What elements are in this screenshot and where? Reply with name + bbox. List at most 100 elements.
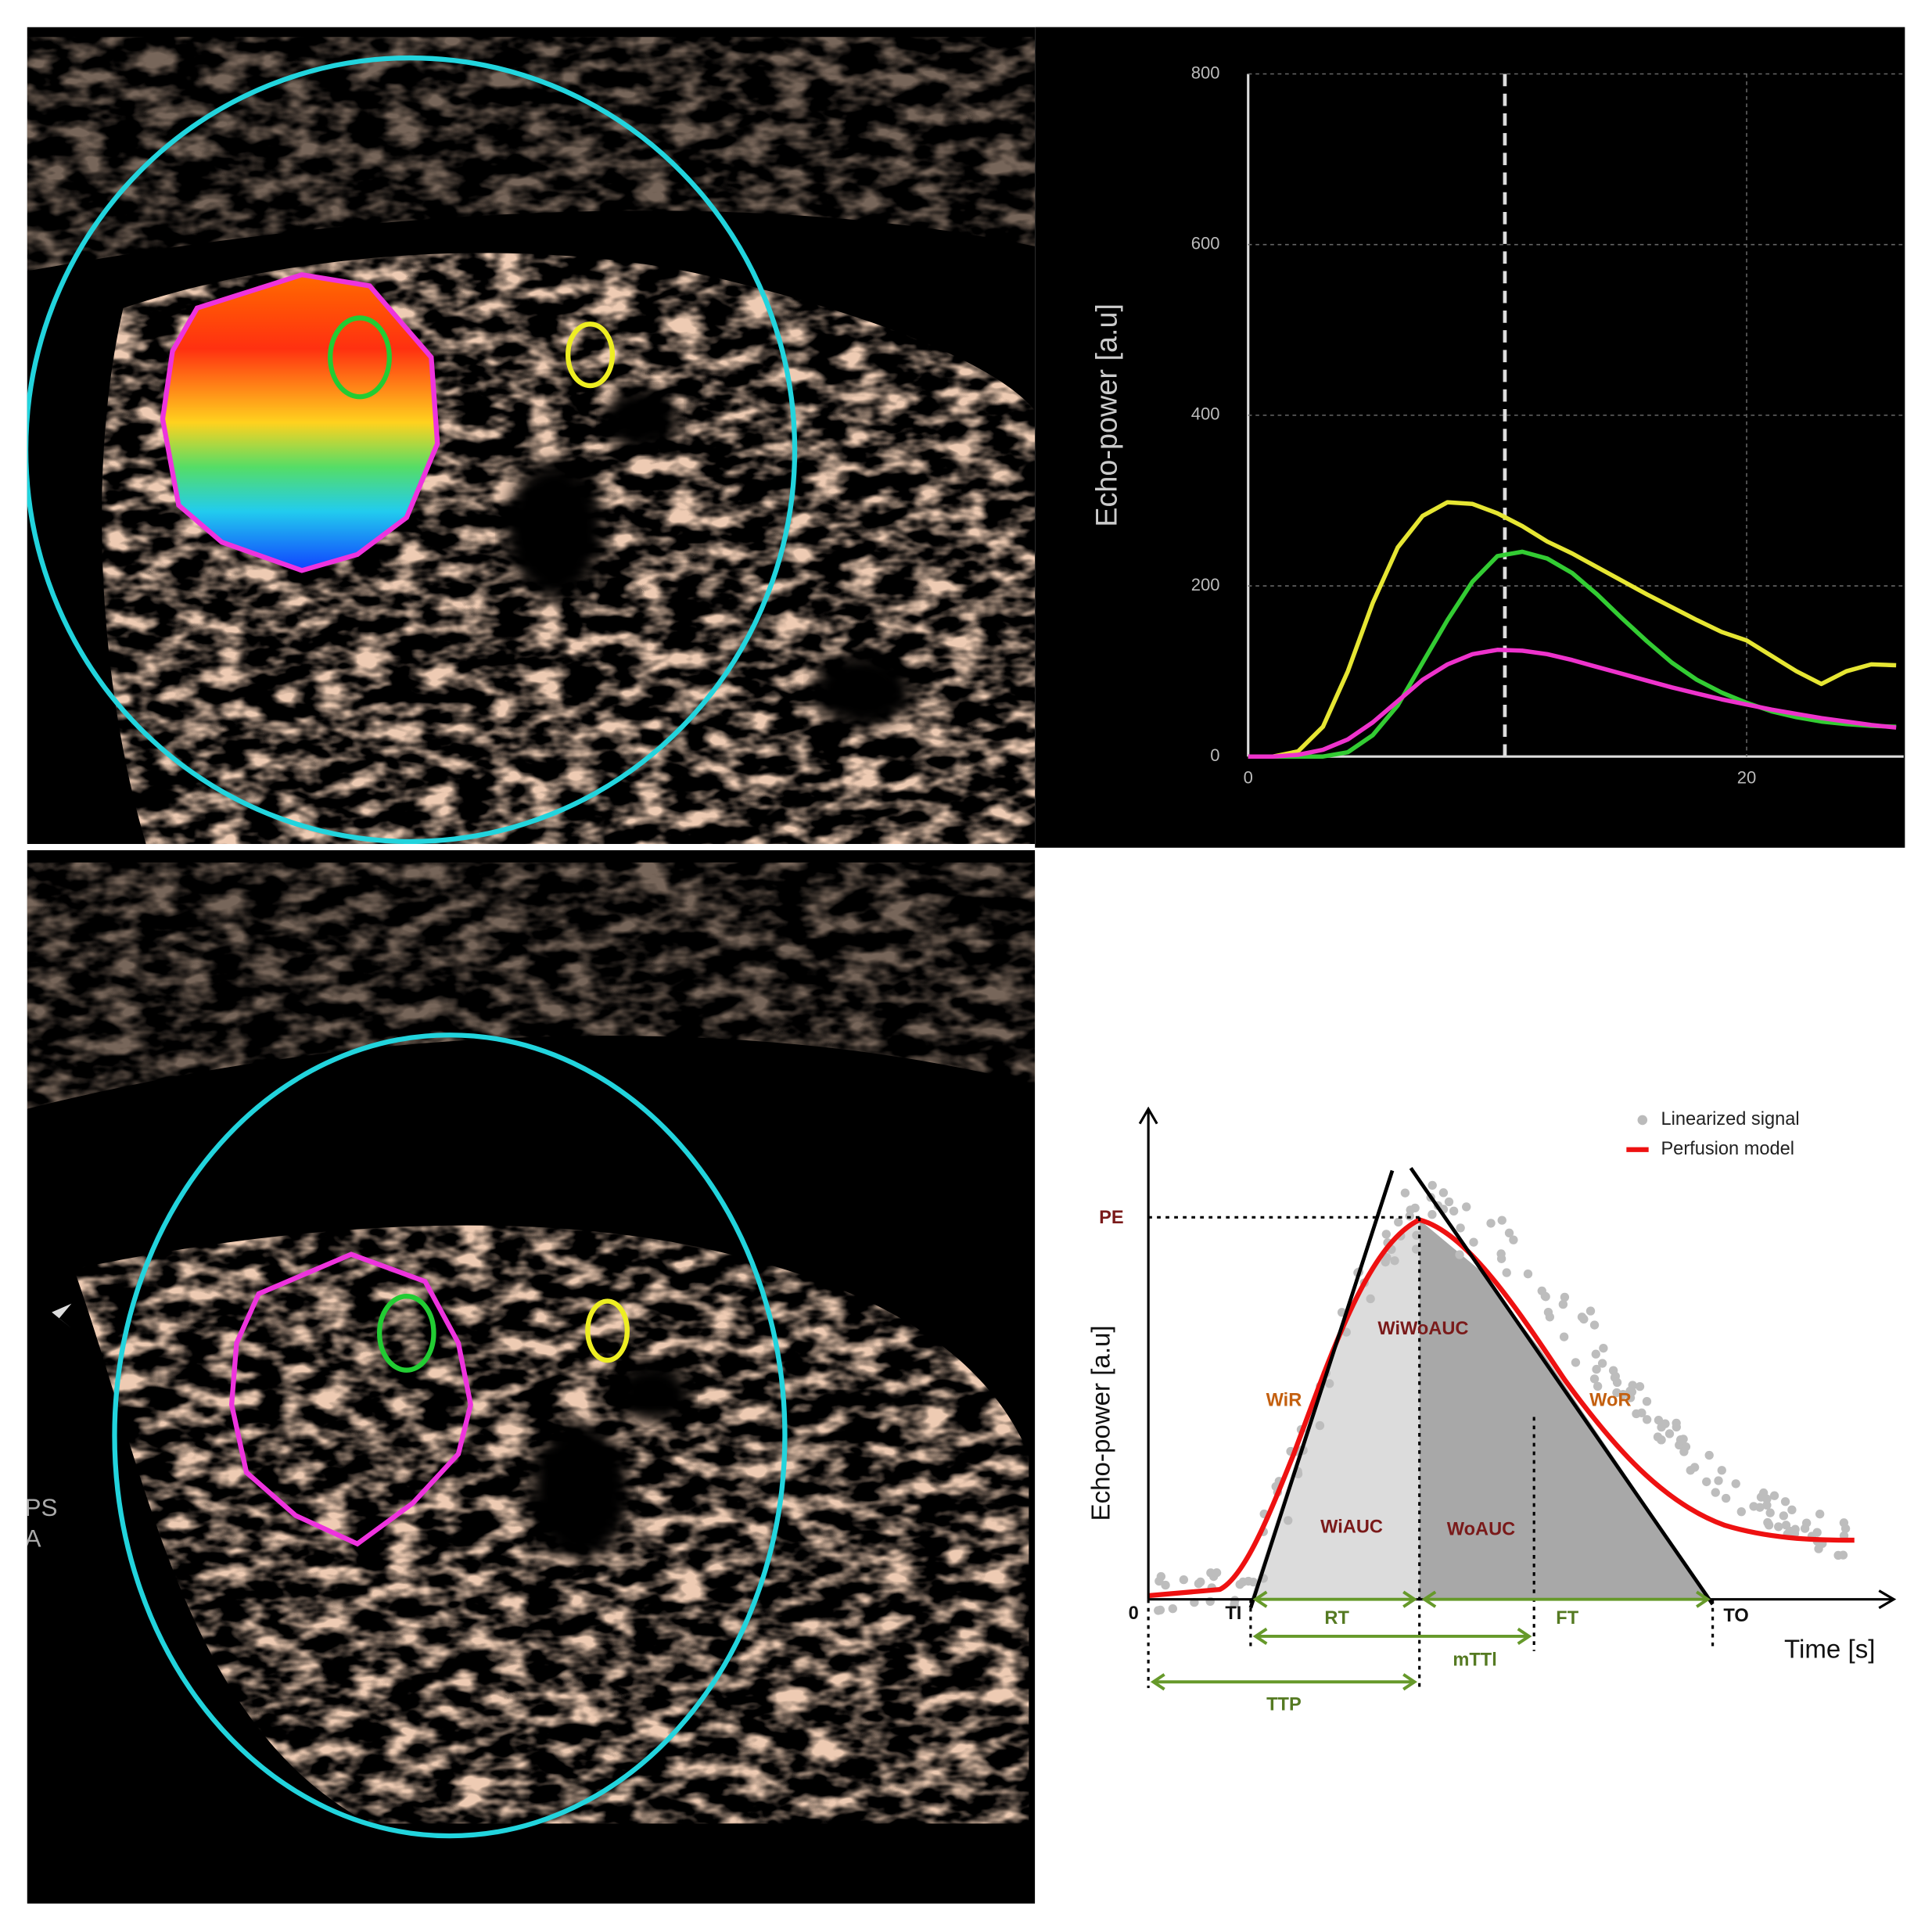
dark-region — [505, 461, 604, 598]
signal-dot — [1284, 1516, 1293, 1525]
signal-dot — [1642, 1415, 1652, 1424]
signal-dot — [1675, 1435, 1686, 1445]
tissue — [27, 37, 1036, 271]
ttp-label: TTP — [1266, 1694, 1302, 1715]
signal-dot — [1394, 1217, 1403, 1227]
signal-dot — [1496, 1249, 1506, 1259]
signal-dot — [1628, 1381, 1637, 1390]
woauc-label: WoAUC — [1447, 1520, 1515, 1540]
signal-dot — [1545, 1313, 1555, 1322]
signal-dot — [1721, 1493, 1731, 1503]
roi-magenta — [228, 1251, 473, 1547]
signal-dot — [1657, 1435, 1666, 1445]
arrowheads — [1252, 1627, 1532, 1646]
signal-dot — [1155, 1605, 1165, 1615]
signal-dot — [1469, 1237, 1478, 1247]
wiauc-label: WiAUC — [1320, 1517, 1383, 1538]
x-tick-label: 20 — [1737, 767, 1757, 787]
signal-dot — [1627, 1387, 1637, 1397]
heatmap — [162, 275, 438, 571]
signal-dot — [1509, 1235, 1518, 1244]
y-tick-label: 600 — [1191, 234, 1220, 253]
rt-label: RT — [1324, 1608, 1349, 1629]
series-line — [1248, 500, 1897, 759]
roi-yellow — [585, 1298, 630, 1363]
signal-dot — [1774, 1522, 1783, 1532]
legend-label: Linearized signal — [1661, 1109, 1799, 1129]
signal-dot — [1839, 1518, 1849, 1528]
signal-dot — [1664, 1429, 1675, 1438]
dark-region — [616, 1361, 691, 1424]
signal-dot — [1597, 1359, 1607, 1368]
signal-dot — [1785, 1526, 1795, 1536]
signal-dot — [1672, 1422, 1681, 1432]
roi-green — [328, 315, 392, 400]
dark-region — [530, 1423, 629, 1559]
signal-dot — [1769, 1491, 1779, 1500]
arrowhead — [1138, 1106, 1158, 1125]
signal-dot — [1497, 1216, 1506, 1225]
wash-out-line — [1409, 1166, 1715, 1606]
dark-region — [813, 652, 912, 727]
ultrasound-top — [27, 27, 1036, 845]
image-label: PS — [25, 1493, 58, 1521]
signal-dot — [1589, 1320, 1600, 1330]
signal-dot — [1559, 1332, 1569, 1341]
signal-dot — [1762, 1500, 1772, 1510]
y-axis-title: Echo-power [a.u] — [1091, 303, 1124, 527]
y-tick-label: 0 — [1210, 745, 1219, 765]
signal-dot — [1235, 1579, 1244, 1589]
signal-dot — [1593, 1381, 1603, 1391]
image-label: A — [25, 1524, 41, 1552]
signal-dot — [1833, 1550, 1843, 1560]
ti-label: TI — [1225, 1603, 1241, 1624]
signal-dot — [1736, 1507, 1746, 1517]
x-axis-title: Time [s] — [1784, 1636, 1875, 1664]
signal-dot — [1635, 1381, 1645, 1392]
signal-dot — [1366, 1294, 1375, 1304]
signal-dot — [1654, 1415, 1664, 1425]
signal-dot — [1444, 1197, 1454, 1207]
roi-yellow — [566, 321, 616, 389]
signal-dot — [1612, 1377, 1622, 1388]
signal-dot — [1449, 1206, 1459, 1216]
guides — [1147, 1216, 1715, 1689]
signal-dot — [1779, 1511, 1789, 1521]
x-tick-label: 0 — [1244, 767, 1253, 787]
interval-arrows — [1150, 1590, 1711, 1691]
signal-dot — [1711, 1488, 1720, 1497]
signal-dot — [1717, 1466, 1726, 1475]
signal-dot — [1325, 1379, 1334, 1388]
signal-dot — [1763, 1517, 1772, 1528]
signal-dot — [1812, 1528, 1822, 1537]
signal-dot — [1502, 1268, 1511, 1277]
signal-dot — [1212, 1568, 1222, 1578]
signal-dot — [1608, 1366, 1618, 1375]
y-tick-label: 400 — [1191, 404, 1220, 424]
wash-out-area — [1419, 1219, 1711, 1600]
signal-dot — [1486, 1219, 1496, 1228]
signal-dot — [1632, 1409, 1641, 1419]
signal-dot — [1661, 1419, 1670, 1428]
series-line — [1248, 648, 1897, 759]
signal-dot — [1589, 1374, 1600, 1384]
signal-dots — [1154, 1180, 1851, 1615]
arrowheads — [1421, 1590, 1711, 1608]
signal-dot — [1523, 1269, 1533, 1279]
signal-dot — [1155, 1576, 1164, 1586]
signal-dot — [1714, 1476, 1723, 1485]
chart-bg — [1035, 27, 1905, 848]
arrowhead — [1878, 1589, 1897, 1610]
signal-dot — [1571, 1358, 1581, 1367]
wash-in-line — [1248, 1169, 1395, 1609]
signal-dot — [1704, 1450, 1714, 1460]
signal-dot — [1427, 1210, 1437, 1219]
signal-dot — [1758, 1488, 1769, 1498]
signal-dot — [1560, 1292, 1570, 1302]
ft-label: FT — [1556, 1608, 1578, 1629]
signal-dot — [1591, 1349, 1600, 1359]
signal-dot — [1400, 1188, 1410, 1198]
